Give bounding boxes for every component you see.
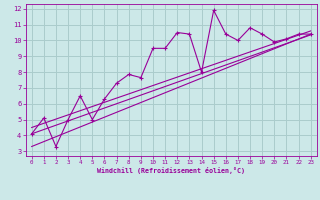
- X-axis label: Windchill (Refroidissement éolien,°C): Windchill (Refroidissement éolien,°C): [97, 167, 245, 174]
